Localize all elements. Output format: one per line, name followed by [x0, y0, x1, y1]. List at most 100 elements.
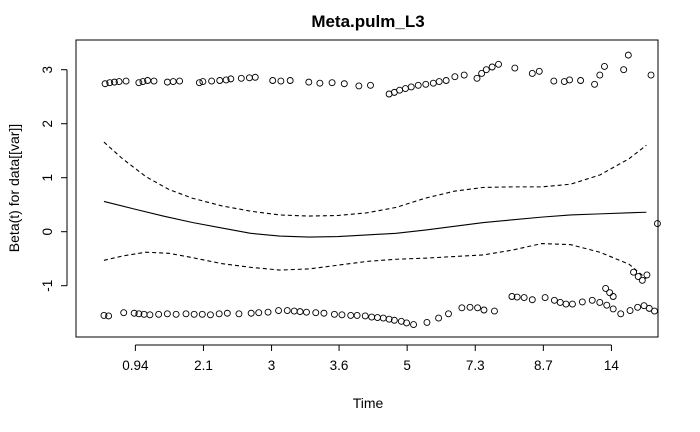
data-point: [139, 78, 147, 86]
data-point: [355, 82, 363, 90]
fit-line: [103, 200, 647, 238]
data-point: [435, 78, 443, 86]
data-point: [195, 79, 203, 87]
data-point: [495, 60, 502, 68]
data-point: [445, 310, 452, 318]
data-point: [277, 77, 285, 85]
data-point: [206, 311, 214, 319]
data-point: [460, 71, 468, 79]
x-axis: 0.94 2.1 3 3.6 5 7.3 8.7 14: [122, 344, 620, 373]
data-point: [105, 312, 113, 320]
data-point: [286, 77, 294, 84]
data-point: [422, 80, 430, 88]
y-tick-label: -1: [40, 280, 55, 292]
data-point: [577, 77, 585, 84]
data-point: [578, 298, 586, 306]
data-point: [247, 309, 255, 317]
data-point: [130, 309, 138, 317]
data-point: [340, 80, 348, 88]
data-point: [508, 293, 516, 300]
x-tick-label: 0.94: [122, 358, 149, 373]
data-point: [528, 296, 536, 304]
x-tick-label: 3.6: [330, 358, 349, 373]
x-tick-label: 3: [268, 358, 276, 373]
lower-band-line: [103, 243, 647, 280]
data-point: [227, 75, 235, 83]
data-point: [620, 66, 628, 74]
data-point: [305, 78, 313, 86]
data-point: [312, 309, 320, 317]
data-point: [235, 310, 243, 318]
y-axis: -1 0 1 2 3: [40, 66, 68, 292]
data-point: [535, 67, 543, 75]
data-point: [255, 309, 263, 317]
data-point: [264, 308, 272, 316]
data-point: [566, 76, 573, 84]
data-point: [216, 77, 224, 84]
data-point: [466, 303, 474, 311]
y-axis-label: Beta(t) for data[[var]]: [6, 124, 22, 252]
data-point: [176, 77, 184, 85]
data-point: [106, 79, 114, 87]
data-point: [520, 294, 528, 302]
data-point: [474, 304, 482, 312]
data-point: [513, 293, 521, 301]
data-point: [609, 293, 617, 300]
data-point: [163, 310, 171, 318]
data-point: [596, 71, 604, 79]
data-point: [488, 63, 496, 71]
data-point: [115, 78, 123, 86]
data-point: [480, 306, 488, 314]
upper-band-line: [103, 141, 647, 217]
data-point: [458, 304, 466, 312]
y-tick-label: 1: [40, 174, 55, 182]
data-point: [269, 77, 277, 84]
data-point: [647, 71, 655, 79]
chart-title: Meta.pulm_L3: [311, 12, 424, 31]
data-point: [150, 77, 158, 85]
data-point: [283, 307, 291, 314]
data-point: [135, 310, 143, 318]
data-point: [645, 304, 653, 312]
data-point: [591, 80, 599, 88]
data-point: [550, 77, 558, 85]
y-tick-label: 3: [40, 66, 55, 74]
x-tick-label: 7.3: [466, 358, 485, 373]
data-point: [423, 318, 431, 326]
data-point: [634, 273, 642, 280]
data-point: [199, 78, 207, 86]
data-point: [602, 284, 610, 292]
data-point: [338, 311, 346, 319]
data-point: [609, 305, 617, 313]
data-point: [541, 294, 549, 302]
data-point: [182, 310, 190, 318]
x-tick-label: 14: [604, 358, 620, 373]
data-point: [110, 78, 118, 86]
data-point: [603, 301, 611, 309]
data-point: [596, 298, 604, 306]
data-point: [630, 268, 638, 276]
data-point: [403, 319, 411, 327]
data-point: [101, 80, 109, 88]
data-point: [617, 310, 625, 318]
data-point: [482, 66, 490, 74]
data-point: [451, 73, 459, 81]
data-point: [215, 310, 223, 318]
data-point: [251, 73, 259, 81]
data-point: [601, 63, 608, 70]
x-axis-label: Time: [353, 395, 384, 411]
data-point: [223, 309, 231, 317]
data-point: [135, 79, 143, 87]
x-tick-label: 2.1: [194, 358, 213, 373]
data-point: [353, 311, 361, 319]
data-point: [410, 321, 418, 329]
data-point: [169, 78, 177, 86]
data-point: [588, 296, 596, 304]
data-point: [275, 307, 282, 314]
data-point: [198, 310, 206, 318]
data-point: [303, 308, 310, 316]
data-point: [640, 302, 648, 310]
data-point: [385, 315, 393, 323]
data-point: [172, 310, 180, 318]
data-point: [442, 77, 450, 84]
